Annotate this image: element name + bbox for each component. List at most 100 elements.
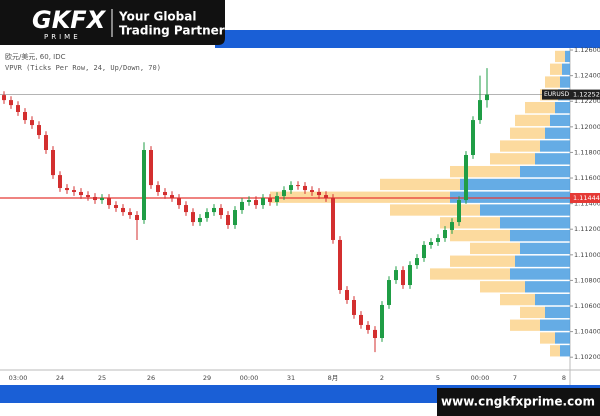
volume-up (535, 153, 570, 165)
volume-up (555, 332, 570, 344)
candle-body (387, 280, 391, 305)
volume-up (510, 268, 570, 280)
candle-body (198, 217, 202, 223)
x-tick-label: 8 (562, 374, 566, 382)
candle-body (72, 190, 76, 192)
x-tick-label: 25 (98, 374, 106, 382)
x-tick-label: 00:00 (471, 374, 490, 382)
candle-body (37, 125, 41, 136)
volume-up (545, 127, 570, 139)
candle-body (100, 197, 104, 201)
candle-body (331, 197, 335, 240)
volume-up (480, 204, 570, 216)
candle-body (478, 100, 482, 121)
y-tick-label: 1.11600 (574, 174, 600, 182)
y-tick-label: 1.10800 (574, 276, 600, 284)
candle-body (149, 150, 153, 186)
volume-up (540, 319, 570, 331)
volume-down (525, 101, 555, 114)
candle-body (114, 205, 118, 208)
candle-body (156, 185, 160, 192)
volume-up (535, 293, 570, 306)
candle-body (86, 195, 90, 197)
candle-body (408, 265, 412, 286)
candle-body (23, 111, 27, 121)
candle-body (457, 200, 461, 223)
volume-up (545, 306, 570, 319)
volume-down (510, 319, 540, 331)
volume-down (540, 332, 555, 344)
candle-body (135, 215, 139, 221)
candle-body (415, 258, 419, 266)
y-tick-label: 1.11400 (574, 200, 600, 208)
volume-down (500, 293, 535, 306)
footer-url: www.cngkfxprime.com (441, 395, 595, 409)
volume-down (380, 178, 460, 191)
volume-down (430, 268, 510, 280)
candle-body (219, 207, 223, 216)
y-tick-label: 1.12200 (574, 97, 600, 105)
candle-body (58, 175, 62, 189)
candle-body (352, 299, 356, 315)
volume-down (470, 242, 520, 255)
y-tick-label: 1.11000 (574, 251, 600, 259)
volume-up (550, 114, 570, 127)
candle-body (191, 212, 195, 223)
candle-body (128, 212, 132, 216)
candle-body (317, 191, 321, 196)
volume-down (480, 281, 525, 293)
y-tick-label: 1.10600 (574, 302, 600, 310)
volume-down (515, 114, 550, 127)
volume-down (500, 140, 540, 152)
candle-body (436, 238, 440, 243)
candle-body (30, 120, 34, 126)
header-band (215, 30, 600, 48)
x-tick-label: 2 (380, 374, 384, 382)
volume-down (510, 127, 545, 139)
candle-body (107, 197, 111, 206)
tagline: Your Global (118, 10, 196, 24)
url-box (437, 388, 600, 416)
candle-body (366, 324, 370, 330)
x-tick-label: 03:00 (9, 374, 28, 382)
volume-up (460, 178, 570, 191)
candle-body (44, 135, 48, 151)
candle-body (345, 290, 349, 300)
candle-body (282, 190, 286, 197)
x-tick-label: 5 (436, 374, 440, 382)
candle-body (324, 195, 328, 198)
volume-down (550, 63, 562, 75)
x-tick-label: 7 (513, 374, 517, 382)
volume-up (450, 191, 570, 203)
candle-body (485, 94, 489, 101)
candle-body (2, 95, 6, 101)
logo: GKFX (32, 6, 107, 34)
volume-down (550, 345, 560, 357)
candle-body (254, 200, 258, 206)
candle-body (226, 215, 230, 225)
y-tick-label: 1.11800 (574, 148, 600, 156)
volume-down (440, 217, 500, 229)
x-tick-label: 29 (203, 374, 211, 382)
candle-body (9, 100, 13, 106)
volume-up (562, 63, 570, 75)
y-tick-label: 1.10200 (574, 353, 600, 361)
candle-body (163, 191, 167, 196)
volume-up (520, 165, 570, 178)
x-tick-label: 00:00 (240, 374, 259, 382)
last-price-label: 1.12252 (573, 91, 600, 99)
last-price-box (542, 89, 600, 100)
reference-box (570, 192, 600, 203)
y-tick-label: 1.10400 (574, 328, 600, 336)
candle-body (464, 154, 468, 201)
candle-body (261, 197, 265, 206)
candle-body (380, 304, 384, 339)
x-tick-label: 31 (287, 374, 295, 382)
volume-up (510, 229, 570, 242)
candle-body (394, 270, 398, 281)
candle-body (275, 196, 279, 202)
volume-down (450, 165, 520, 178)
x-tick-label: 8月 (328, 374, 339, 382)
candle-body (450, 222, 454, 230)
